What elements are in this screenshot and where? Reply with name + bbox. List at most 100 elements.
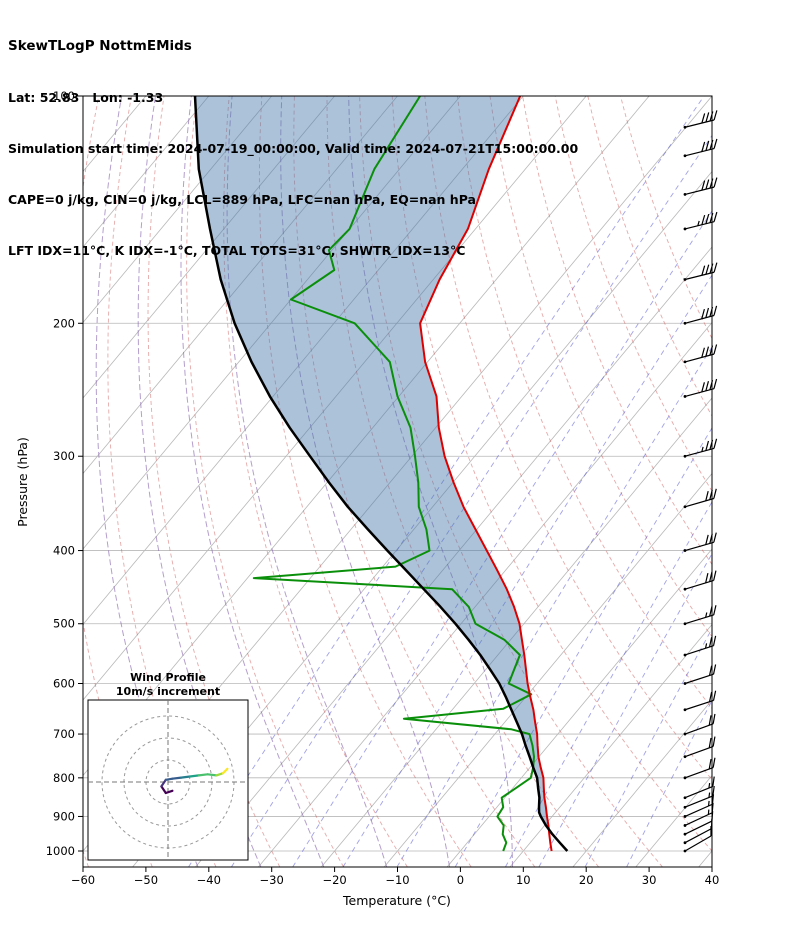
x-tick-label: −30 <box>260 873 284 887</box>
moist-adiabat-line <box>180 96 325 867</box>
time-line: Simulation start time: 2024-07-19_00:00:… <box>8 141 579 156</box>
y-axis-label: Pressure (hPa) <box>15 437 30 527</box>
hodograph-trace-segment <box>197 773 209 777</box>
wind-barb-full-tick <box>705 112 710 123</box>
wind-barb-half-tick <box>708 783 711 789</box>
mixing-ratio-line <box>538 552 712 867</box>
dewpoint-line <box>252 96 535 852</box>
wind-barb-half-tick <box>708 792 711 798</box>
isotherm-line <box>509 623 712 867</box>
wind-barb-half-tick <box>697 220 700 226</box>
wind-barb-staff <box>684 803 713 818</box>
wind-barb-full-tick <box>708 737 712 748</box>
wind-barb-full-tick <box>713 488 717 499</box>
wind-barb-full-tick <box>713 605 717 616</box>
axes: −60 −50 −40 −30 −20 −10 0 10 20 30 40 100 200 300 400 5… <box>46 89 720 887</box>
location-line: Lat: 52.83 Lon: -1.33 <box>8 90 164 105</box>
wind-barb-full-tick <box>713 378 718 389</box>
isotherm-line <box>195 246 712 867</box>
y-tick-label: 500 <box>53 617 75 631</box>
temperature-line <box>419 96 553 852</box>
dry-adiabat-line <box>107 96 217 867</box>
wind-barb-staff <box>684 673 714 685</box>
wind-barb-full-tick <box>708 665 713 676</box>
wind-barb-full-tick <box>705 307 710 318</box>
x-tick-label: −20 <box>322 873 346 887</box>
wind-barb-full-tick <box>712 713 716 724</box>
mixing-ratio-line <box>454 427 712 867</box>
hodograph-trace-segment <box>188 774 200 778</box>
wind-barb-staff <box>684 353 715 363</box>
dry-adiabat-line <box>391 96 712 852</box>
x-tick-label: 30 <box>642 873 657 887</box>
wind-barb-staff <box>684 541 715 552</box>
wind-barb-full-tick <box>713 110 718 121</box>
wind-barb-full-tick <box>705 490 709 501</box>
y-tick-label: 100 <box>53 89 75 103</box>
hodograph-trace-segment <box>164 777 174 781</box>
mixing-ratio-line <box>584 627 712 867</box>
wind-barb-full-tick <box>708 691 713 702</box>
dry-adiabat-line <box>293 96 536 867</box>
moist-adiabat-line <box>226 96 388 867</box>
sounding-profiles <box>193 96 569 852</box>
isotherm-line <box>635 774 712 867</box>
wind-barb-staff <box>684 820 713 835</box>
isotherm-line <box>383 472 712 867</box>
isotherm-line <box>258 321 712 867</box>
wind-barb-full-tick <box>701 308 705 319</box>
dry-adiabat-line <box>489 96 712 638</box>
moist-adiabat-line <box>280 96 451 867</box>
wind-barb-staff <box>684 314 715 324</box>
y-tick-label: 300 <box>53 449 75 463</box>
wind-barb-staff <box>684 186 715 195</box>
wind-barb-half-tick <box>701 446 704 452</box>
hodograph-trace-segment <box>221 767 229 775</box>
x-tick-label: −40 <box>197 873 221 887</box>
wind-barb-staff <box>684 723 714 735</box>
isotherm-line <box>572 699 712 867</box>
hodograph-trace-segment <box>160 785 167 795</box>
wind-barb-staff <box>684 785 714 799</box>
wind-barb-full-tick <box>713 211 718 222</box>
dry-adiabat-line <box>424 96 712 781</box>
wind-barb-full-tick <box>713 305 718 316</box>
isotherm-line <box>83 96 398 475</box>
wind-barb-full-tick <box>701 141 706 152</box>
dry-adiabat-line <box>186 96 344 867</box>
wind-barb-full-tick <box>712 776 715 787</box>
wind-barb-half-tick <box>705 612 708 618</box>
y-tick-label: 400 <box>53 544 75 558</box>
wind-barb-staff <box>684 221 715 230</box>
wind-barb-full-tick <box>713 570 717 581</box>
wind-barb-staff <box>684 795 714 808</box>
wind-barb-full-tick <box>705 264 710 275</box>
wind-barb-half-tick <box>704 643 708 649</box>
wind-barb-staff <box>684 614 714 625</box>
parcel-line <box>193 96 569 852</box>
wind-barb-full-tick <box>701 214 706 225</box>
wind-barb-full-tick <box>705 440 710 451</box>
isotherm-line <box>83 96 461 550</box>
hodograph-trace-segment <box>164 789 174 795</box>
wind-barb-staff <box>684 699 714 711</box>
isotherm-line <box>83 96 587 701</box>
dry-adiabat-line <box>620 96 712 340</box>
wind-barb-staff <box>684 447 715 457</box>
indices-line-2: LFT IDX=11°C, K IDX=-1°C, TOTAL TOTS=31°… <box>8 243 466 258</box>
wind-barb-full-tick <box>705 346 710 357</box>
wind-barb-full-tick <box>701 113 706 124</box>
wind-barb-full-tick <box>701 180 706 191</box>
x-tick-label: −50 <box>134 873 158 887</box>
y-tick-label: 1000 <box>46 844 75 858</box>
y-tick-label: 600 <box>53 677 75 691</box>
wind-barb-full-tick <box>701 347 705 358</box>
cape-shade <box>195 96 549 826</box>
x-tick-label: 0 <box>457 873 464 887</box>
hodograph-trace-segment <box>160 778 167 788</box>
wind-barb-full-tick <box>712 757 716 768</box>
wind-barb-half-tick <box>707 800 710 807</box>
wind-barb-full-tick <box>705 179 710 190</box>
wind-barb-full-tick <box>705 572 709 583</box>
wind-barb-staff <box>684 579 714 590</box>
